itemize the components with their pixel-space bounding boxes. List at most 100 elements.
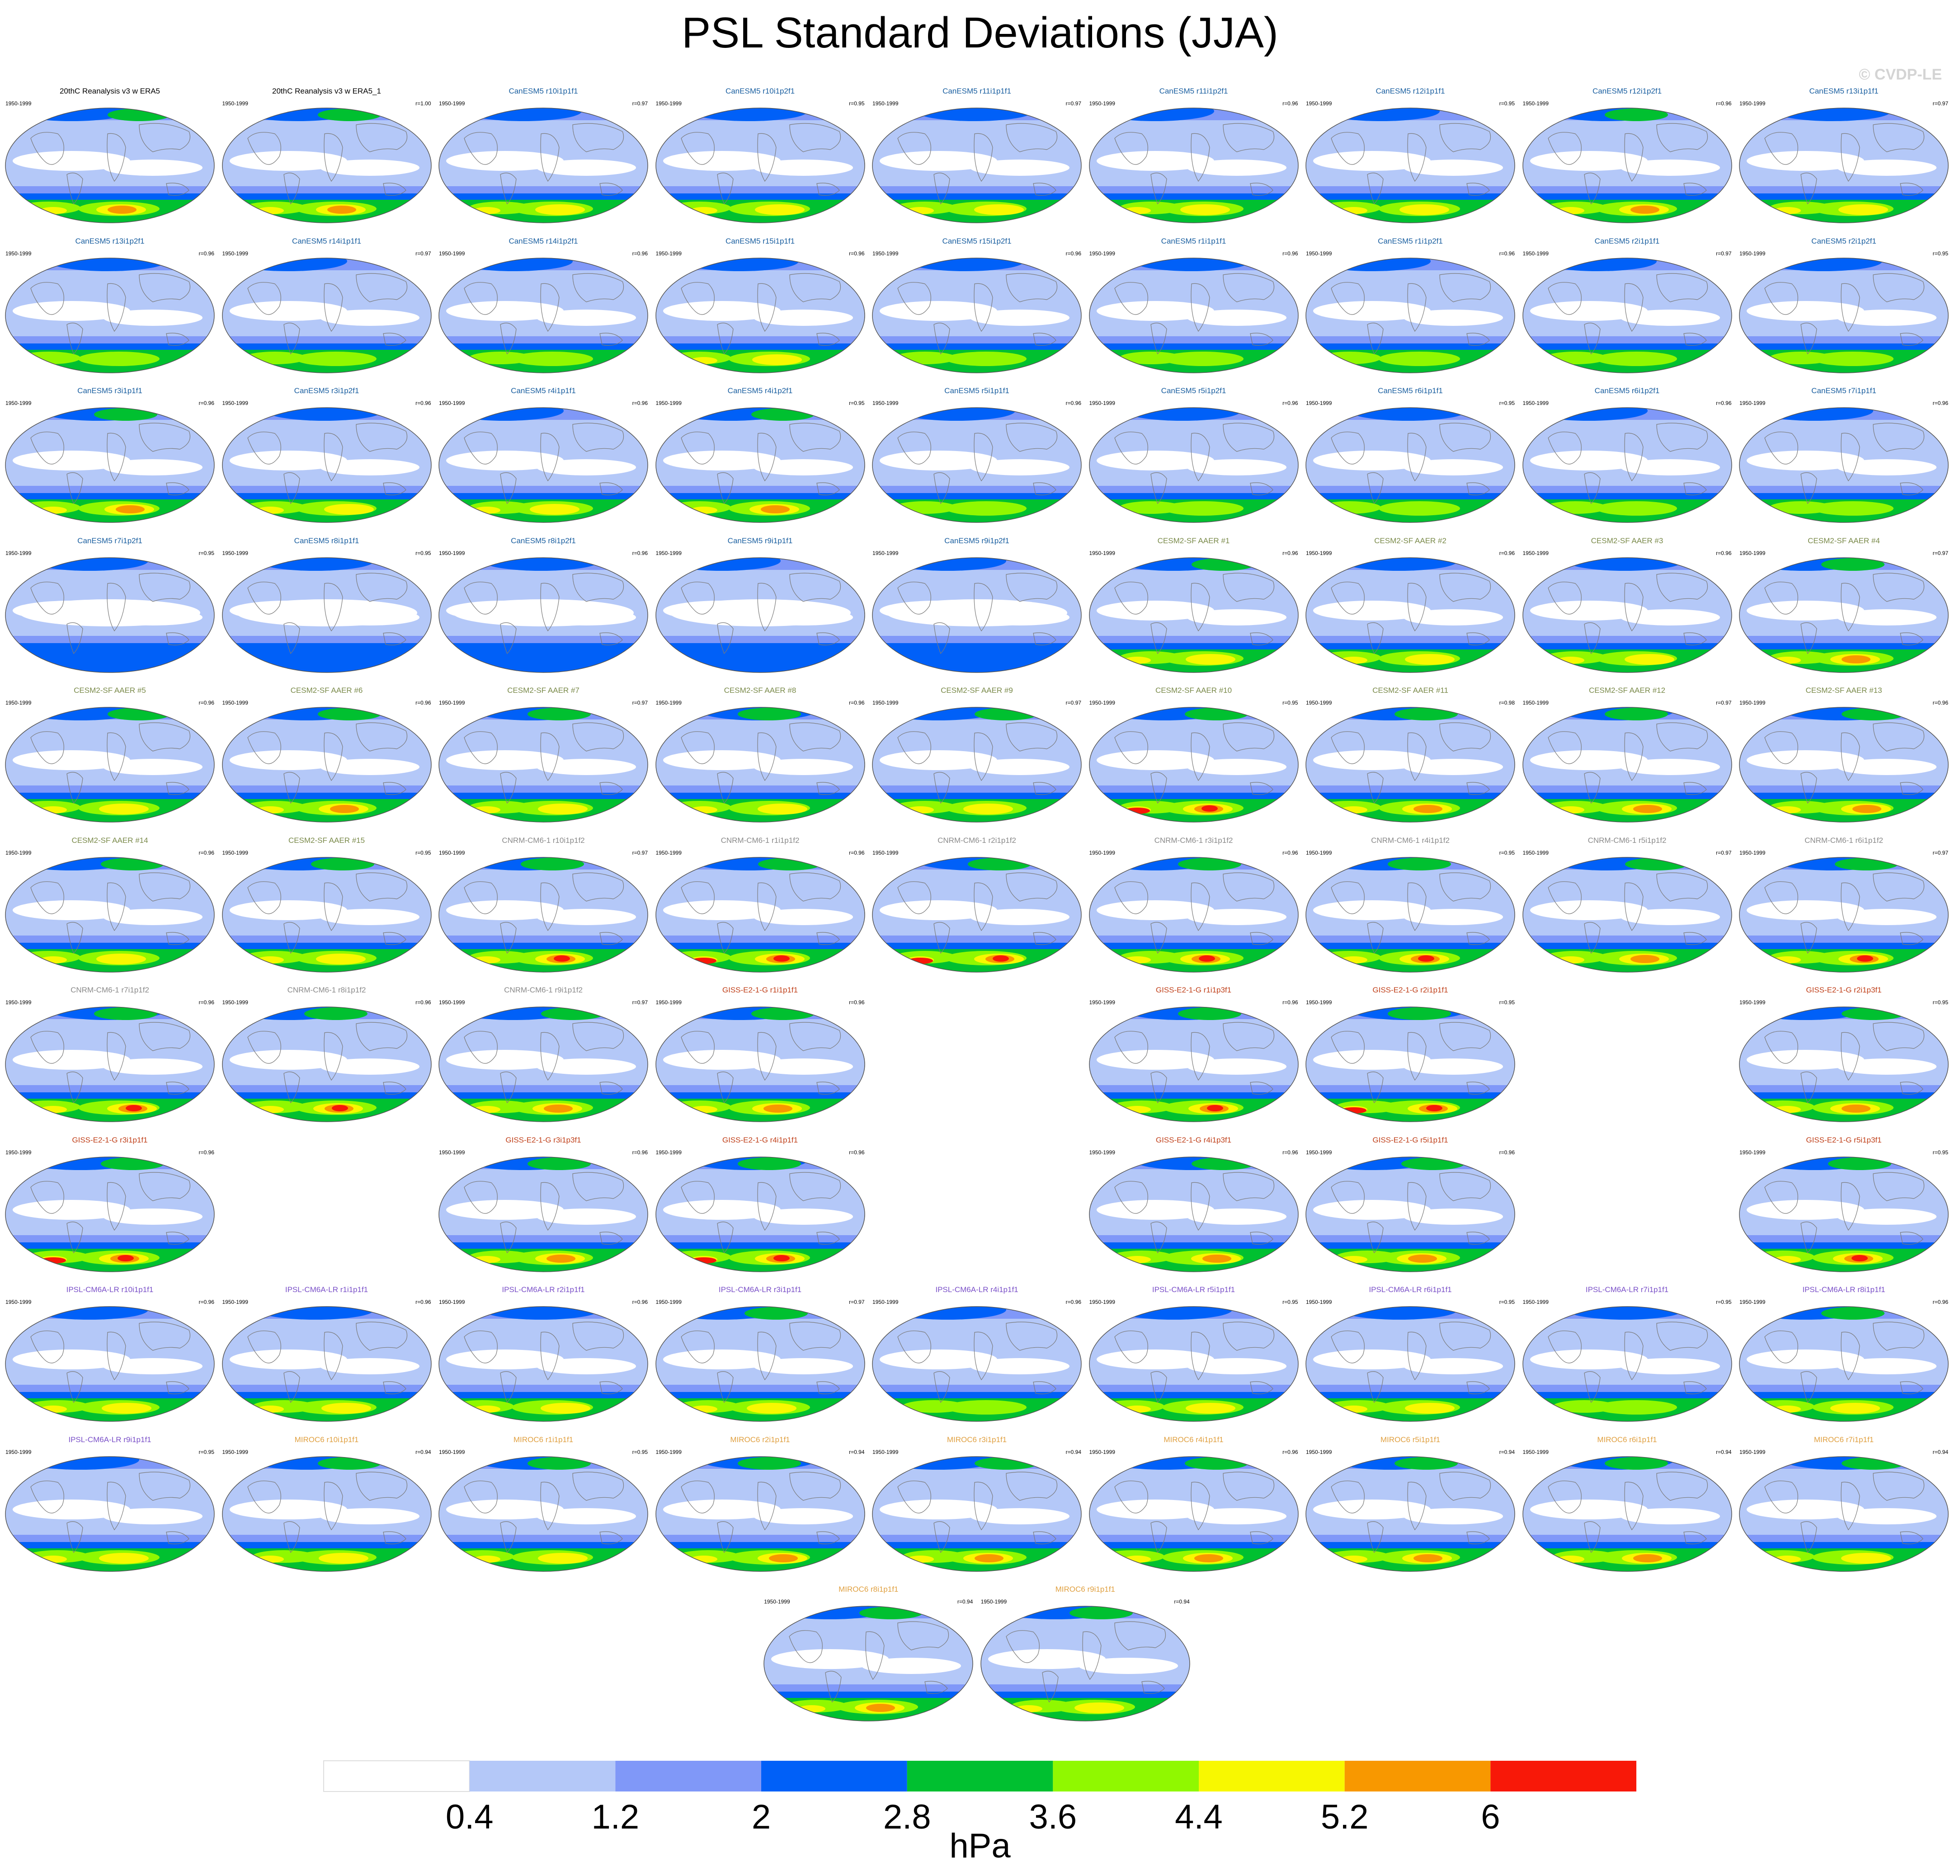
map-outline (221, 856, 432, 973)
panel-correlation: r=0.95 (1499, 849, 1515, 856)
panel-title: CanESM5 r13i1p1f1 (1809, 87, 1879, 95)
panel-correlation: r=0.95 (1499, 100, 1515, 107)
panel-period: 1950-1999 (439, 1299, 465, 1305)
tropics-low-east (1837, 160, 1936, 176)
tropics-low-east (753, 759, 853, 775)
colorbar-swatch (615, 1761, 761, 1791)
coastlines (1331, 872, 1491, 954)
map-panel: CanESM5 r1i1p1f1 1950-1999 r=0.96 (1088, 237, 1300, 375)
map-panel: CanESM5 r12i1p1f1 1950-1999 r=0.95 (1304, 87, 1517, 225)
north-blob (690, 108, 808, 121)
map (438, 1456, 648, 1572)
south-red (554, 955, 570, 962)
map-outline (1739, 407, 1949, 523)
panel-correlation: r=0.97 (1716, 849, 1732, 856)
coastlines (464, 1321, 624, 1403)
map-outline (5, 707, 215, 823)
south-orange (1194, 1554, 1223, 1562)
panel-title: CanESM5 r14i1p2f1 (509, 236, 578, 245)
map (1739, 257, 1949, 373)
map (1305, 407, 1515, 523)
map-panel: CESM2-SF AAER #8 1950-1999 r=0.96 (654, 686, 867, 824)
north-green-blob (737, 1157, 801, 1170)
map-panel: GISS-E2-1-G r3i1p1f1 1950-1999 r=0.96 (4, 1136, 216, 1274)
tropics-low-east (753, 309, 853, 326)
panel-title: CESM2-SF AAER #11 (1372, 686, 1448, 695)
panel-correlation: r=0.94 (1174, 1599, 1190, 1605)
panel-title: GISS-E2-1-G r1i1p1f1 (722, 986, 798, 994)
tropics-low-east (320, 759, 419, 775)
map-panel: MIROC6 r9i1p1f1 1950-1999 r=0.94 (979, 1585, 1192, 1723)
map-panel: CESM2-SF AAER #4 1950-1999 r=0.97 (1738, 536, 1950, 674)
panel-correlation: r=0.96 (1932, 400, 1948, 406)
north-blob (256, 557, 374, 571)
south-yellow (324, 504, 374, 515)
coastlines (247, 722, 407, 804)
coastlines (464, 123, 624, 205)
panel-title: CanESM5 r12i1p1f1 (1376, 87, 1445, 95)
tropics-low-east (103, 1058, 203, 1075)
map-outline (438, 407, 648, 523)
map (1088, 1456, 1299, 1572)
south-orange (330, 805, 359, 813)
tropics-low-wide (236, 599, 417, 626)
map (1739, 856, 1949, 973)
map-panel: CanESM5 r10i1p2f1 1950-1999 r=0.95 (654, 87, 867, 225)
tropics-low (229, 1499, 347, 1519)
panel-title: MIROC6 r7i1p1f1 (1814, 1435, 1874, 1444)
map-panel: MIROC6 r10i1p1f1 1950-1999 r=0.94 (221, 1435, 433, 1573)
map (1305, 707, 1515, 823)
map (221, 1456, 432, 1572)
coastlines (464, 722, 624, 804)
map-panel: CESM2-SF AAER #9 1950-1999 r=0.97 (871, 686, 1083, 824)
band-south-2 (5, 643, 214, 672)
panel-title: CanESM5 r11i1p2f1 (1159, 87, 1228, 95)
panel-title: CESM2-SF AAER #13 (1805, 686, 1882, 695)
tropics-low (446, 451, 564, 470)
coastlines (1764, 123, 1925, 205)
north-green-blob (94, 408, 157, 421)
coastlines (464, 1472, 624, 1553)
north-green-blob (304, 1007, 368, 1020)
tropics-low-east (1837, 908, 1936, 925)
tropics-low-wide (669, 599, 851, 626)
panel-title: MIROC6 r9i1p1f1 (1055, 1585, 1115, 1594)
map-panel: CESM2-SF AAER #6 1950-1999 r=0.96 (221, 686, 433, 824)
map-panel: CanESM5 r2i1p1f1 1950-1999 r=0.97 (1521, 237, 1734, 375)
tropics-low (1747, 451, 1864, 470)
map (438, 1006, 648, 1122)
map-panel: CNRM-CM6-1 r3i1p1f2 1950-1999 r=0.96 (1088, 836, 1300, 974)
map-panel: CanESM5 r9i1p1f1 1950-1999 (654, 536, 867, 674)
north-blob (464, 108, 582, 121)
south-yellow-west (1123, 956, 1151, 964)
coastlines (897, 423, 1058, 504)
panel-correlation: r=0.96 (1932, 700, 1948, 706)
panel-period: 1950-1999 (5, 100, 32, 107)
south-yellow (318, 1552, 368, 1564)
coastlines (1764, 573, 1925, 654)
map-panel: CNRM-CM6-1 r10i1p1f2 1950-1999 r=0.97 (437, 836, 650, 974)
map (438, 1156, 648, 1272)
panel-title: CESM2-SF AAER #2 (1374, 536, 1446, 545)
panel-period: 1950-1999 (1739, 550, 1766, 556)
panel-correlation: r=0.95 (849, 100, 865, 107)
map-panel: MIROC6 r1i1p1f1 1950-1999 r=0.95 (437, 1435, 650, 1573)
panel-correlation: r=0.94 (1932, 1448, 1948, 1455)
north-green-blob (1395, 708, 1458, 720)
south-yellow-west (907, 806, 934, 813)
panel-title: CanESM5 r10i1p2f1 (725, 87, 795, 95)
panel-correlation: r=0.94 (1716, 1448, 1732, 1455)
colorbar-swatch (1199, 1761, 1345, 1791)
south-yellowgreen-central (1162, 351, 1244, 366)
map-outline (438, 108, 648, 223)
coastlines (680, 573, 841, 654)
colorbar-labels: 0.4 1.2 2 2.8 3.6 4.4 5.2 6 (446, 1798, 1500, 1836)
panel-title: CanESM5 r3i1p1f1 (77, 386, 142, 395)
tropics-low (446, 151, 564, 171)
panel-title: CanESM5 r9i1p1f1 (727, 536, 793, 545)
tropics-low-east (1404, 309, 1503, 326)
tropics-low (1530, 151, 1648, 171)
tropics-low-east (753, 160, 853, 176)
tropics-low (229, 1050, 347, 1070)
panel-correlation: r=0.96 (632, 250, 648, 257)
